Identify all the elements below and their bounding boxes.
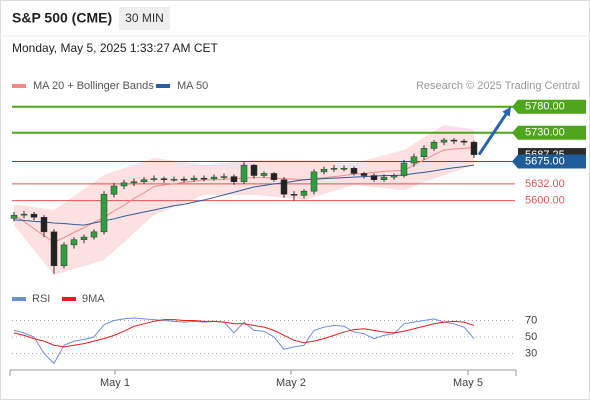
y-tick-label: 50 bbox=[525, 331, 537, 343]
candle-body bbox=[20, 213, 28, 216]
level-tag bbox=[512, 125, 586, 140]
interval: 30 MIN bbox=[125, 11, 164, 25]
legend-label: MA 50 bbox=[177, 80, 208, 92]
candle-body bbox=[210, 176, 218, 179]
x-tick-label: May 1 bbox=[100, 377, 130, 389]
candle-body bbox=[30, 213, 38, 218]
forecast-arrow bbox=[477, 110, 509, 156]
candle-body bbox=[470, 141, 478, 155]
rsi-line bbox=[13, 319, 475, 348]
candle-body bbox=[90, 231, 98, 238]
legend-swatch bbox=[12, 297, 26, 301]
candle-body bbox=[420, 148, 428, 158]
level-label: 5632.00 bbox=[525, 178, 565, 190]
level-tag bbox=[512, 154, 586, 169]
candle-body bbox=[100, 194, 108, 233]
candle-body bbox=[300, 190, 308, 196]
candle-body bbox=[400, 162, 408, 176]
level-label: 5675.00 bbox=[525, 155, 565, 167]
rsi-line bbox=[13, 317, 475, 365]
candle-body bbox=[10, 214, 18, 219]
candle-body bbox=[360, 173, 368, 176]
candle-body bbox=[110, 185, 118, 195]
level-label: 5600.00 bbox=[525, 194, 565, 206]
candle-body bbox=[170, 178, 178, 181]
level-label: 5780.00 bbox=[525, 101, 565, 113]
x-tick-label: May 5 bbox=[453, 377, 483, 389]
candle-body bbox=[350, 167, 358, 174]
timestamp: Monday, May 5, 2025 1:33:27 AM CET bbox=[12, 41, 219, 55]
candle-body bbox=[160, 178, 168, 180]
candle-body bbox=[200, 177, 208, 180]
candle-body bbox=[320, 169, 328, 173]
candle-body bbox=[140, 179, 148, 183]
candle-body bbox=[390, 175, 398, 178]
interval-badge bbox=[119, 7, 170, 30]
y-tick-label: 30 bbox=[525, 347, 537, 359]
level-label: 5730.00 bbox=[525, 127, 565, 139]
candle-body bbox=[280, 179, 288, 195]
bollinger-band bbox=[14, 124, 474, 276]
candle-body bbox=[40, 217, 48, 233]
candle-body bbox=[240, 164, 248, 183]
candle-body bbox=[460, 140, 468, 143]
level-tag bbox=[512, 99, 586, 114]
candle-body bbox=[120, 182, 128, 187]
candle-body bbox=[150, 178, 158, 180]
candle-body bbox=[260, 173, 268, 176]
candle-body bbox=[60, 244, 68, 266]
candle-body bbox=[190, 177, 198, 180]
candle-body bbox=[250, 164, 258, 176]
candle-body bbox=[310, 171, 318, 192]
candle-body bbox=[340, 167, 348, 170]
candle-body bbox=[380, 176, 388, 180]
legend-label: 9MA bbox=[82, 293, 105, 305]
candle-body bbox=[430, 141, 438, 149]
legend-swatch bbox=[62, 297, 76, 301]
candle-body bbox=[410, 156, 418, 164]
forecast-arrow-head bbox=[502, 106, 511, 117]
candle-body bbox=[370, 175, 378, 180]
candle-body bbox=[180, 178, 188, 181]
candle-body bbox=[330, 167, 338, 170]
candle-body bbox=[440, 139, 448, 143]
legend-swatch bbox=[12, 84, 26, 88]
candle-body bbox=[220, 176, 228, 178]
y-tick-label: 70 bbox=[525, 314, 537, 326]
legend-swatch bbox=[156, 84, 170, 88]
candle-body bbox=[230, 176, 238, 183]
candle-body bbox=[130, 181, 138, 184]
source: Research © 2025 Trading Central bbox=[416, 80, 580, 92]
candle-body bbox=[290, 194, 298, 196]
candle-body bbox=[450, 139, 458, 142]
legend-label: MA 20 + Bollinger Bands bbox=[33, 80, 154, 92]
x-tick-label: May 2 bbox=[276, 377, 306, 389]
candle-body bbox=[80, 236, 88, 240]
moving-average bbox=[13, 164, 475, 226]
candle-body bbox=[50, 231, 58, 267]
candle-body bbox=[70, 239, 78, 246]
legend-label: RSI bbox=[32, 293, 50, 305]
candle-body bbox=[270, 173, 278, 180]
title: S&P 500 (CME) bbox=[12, 10, 112, 26]
